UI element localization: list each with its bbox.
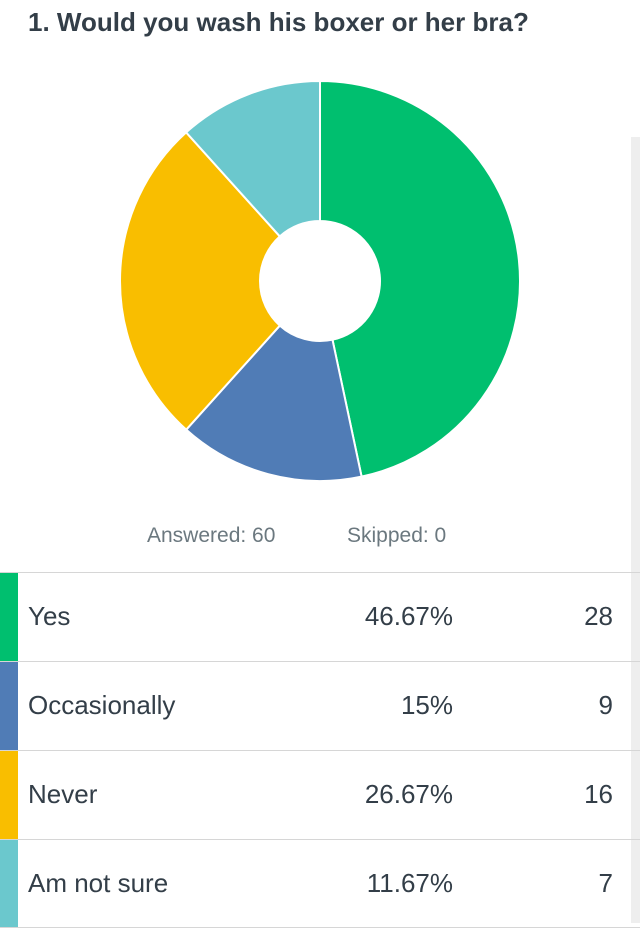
- pie-slice-never[interactable]: [119, 130, 282, 432]
- table-row: Am not sure 11.67% 7: [0, 839, 640, 928]
- pie-slice-occasionally[interactable]: [184, 324, 363, 482]
- legend-swatch: [0, 751, 18, 839]
- table-row: Occasionally 15% 9: [0, 661, 640, 750]
- answer-label: Never: [28, 779, 98, 809]
- answer-count: 16: [584, 779, 613, 809]
- table-row: Yes 46.67% 28: [0, 572, 640, 661]
- donut-chart: [119, 79, 521, 482]
- answer-count: 7: [598, 868, 613, 898]
- answer-percent: 15%: [400, 690, 453, 720]
- answer-label: Occasionally: [28, 690, 176, 720]
- answer-label: Yes: [28, 601, 71, 631]
- results-table: Yes 46.67% 28 Occasionally 15% 9 Never 2…: [0, 572, 640, 928]
- answered-count: Answered: 60: [147, 524, 276, 547]
- legend-swatch: [0, 662, 18, 750]
- legend-swatch: [0, 840, 18, 927]
- answer-percent: 11.67%: [366, 868, 453, 898]
- answer-label: Am not sure: [28, 868, 169, 898]
- answer-count: 9: [598, 690, 613, 720]
- answer-percent: 46.67%: [364, 601, 453, 631]
- skipped-count: Skipped: 0: [347, 524, 447, 547]
- question-title: 1. Would you wash his boxer or her bra?: [28, 7, 529, 37]
- scrollbar-track[interactable]: [631, 137, 640, 923]
- answer-percent: 26.67%: [364, 779, 453, 809]
- pie-slice-yes[interactable]: [319, 79, 521, 478]
- answer-count: 28: [584, 601, 613, 631]
- pie-slice-am-not-sure[interactable]: [184, 79, 321, 238]
- response-summary: Answered: 60 Skipped: 0: [0, 524, 640, 554]
- legend-swatch: [0, 573, 18, 661]
- table-row: Never 26.67% 16: [0, 750, 640, 839]
